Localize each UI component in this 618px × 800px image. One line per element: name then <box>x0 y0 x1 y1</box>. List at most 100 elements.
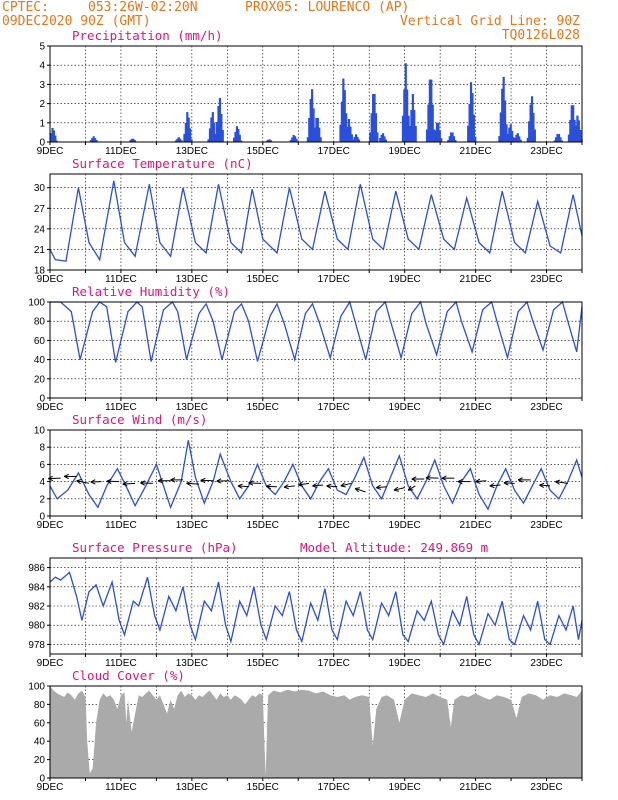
precip-bar <box>130 138 134 142</box>
precip-bar <box>499 112 502 142</box>
precip-bar <box>235 126 239 142</box>
precip-bar <box>425 129 429 142</box>
precip-bar <box>556 134 559 142</box>
precip-bar <box>557 134 561 142</box>
wind-ytick-label: 0 <box>39 512 45 523</box>
precip-ytick-label: 5 <box>39 42 45 53</box>
wind-arrow <box>140 480 153 486</box>
rh-ytick-label: 20 <box>34 374 46 385</box>
precip-bar <box>207 139 210 142</box>
precip-bar <box>349 126 352 142</box>
precip-bar <box>528 121 531 142</box>
cloud-panel: 0 20 40 60 80 100 9DEC 11DEC 13DEC 15DEC 17DEC 19DE… <box>28 682 583 793</box>
header-run-date: 09DEC2020 90Z (GMT) <box>2 14 151 29</box>
rh-xtick-label: 15DEC <box>247 402 279 413</box>
precip-bar <box>381 133 385 142</box>
precip-bar <box>380 134 383 142</box>
wind-ytick-label: 6 <box>39 460 45 471</box>
wind-ytick-label: 8 <box>39 443 45 454</box>
precip-bar <box>220 114 223 142</box>
precip-bar <box>92 136 95 142</box>
precip-bar <box>433 129 436 142</box>
precip-bar <box>452 136 456 142</box>
precip-xtick-label: 15DEC <box>247 146 279 157</box>
wind-arrow <box>297 481 309 487</box>
precip-bar <box>295 138 298 142</box>
precip-bar <box>518 136 521 142</box>
precip-bar <box>501 88 504 142</box>
wind-arrow <box>425 475 439 481</box>
precip-panel: 0 1 2 3 4 5 9DEC 11DEC 13DEC 15DEC 17DEC 19DEC 21DEC… <box>37 42 583 157</box>
wind-xtick-label: 13DEC <box>176 520 208 531</box>
precip-bar <box>91 138 94 142</box>
precip-bar <box>306 137 309 142</box>
wind-arrow <box>283 484 295 490</box>
wind-series <box>49 440 583 511</box>
precip-bar <box>427 104 430 142</box>
precip-bar <box>454 140 457 142</box>
precip-bar <box>414 126 417 142</box>
precip-bar <box>401 115 405 142</box>
precip-bar <box>406 89 409 142</box>
precip-ytick-label: 4 <box>39 61 45 72</box>
temp-xtick-label: 9DEC <box>37 274 64 285</box>
precip-bar <box>308 118 311 142</box>
precip-bar <box>234 131 237 142</box>
precip-xtick-label: 11DEC <box>105 146 137 157</box>
wind-arrow <box>237 483 249 489</box>
precip-bar <box>532 112 535 142</box>
precip-bar <box>221 130 224 142</box>
precip-bar <box>574 125 578 142</box>
precip-bar <box>215 122 219 142</box>
precip-ytick-label: 1 <box>39 118 45 129</box>
precip-bar <box>347 118 351 142</box>
temp-xtick-label: 11DEC <box>105 274 137 285</box>
precip-bar <box>267 139 270 142</box>
wind-xtick-label: 19DEC <box>389 520 421 531</box>
precip-bar <box>469 82 473 142</box>
precip-bar <box>93 138 97 142</box>
wind-arrow <box>411 476 425 482</box>
pres-ytick-label: 980 <box>28 621 45 632</box>
cloud-xtick-label: 17DEC <box>318 782 350 793</box>
pres-xtick-label: 9DEC <box>37 658 64 669</box>
precip-xtick-label: 21DEC <box>459 146 491 157</box>
precip-bar <box>471 93 474 142</box>
temp-ytick-label: 30 <box>34 183 46 194</box>
precip-bar <box>413 110 416 142</box>
rh-xtick-label: 13DEC <box>176 402 208 413</box>
wind-ytick-label: 4 <box>39 477 45 488</box>
cloud-xtick-label: 15DEC <box>247 782 279 793</box>
cloud-ytick-label: 20 <box>34 755 46 766</box>
precip-title: Precipitation (mm/h) <box>72 28 223 43</box>
precip-bar <box>294 136 297 142</box>
precip-bar <box>577 120 580 142</box>
precip-bar <box>450 132 453 142</box>
precip-bar <box>132 138 135 142</box>
precip-bar <box>529 104 532 142</box>
precip-bar <box>238 134 241 142</box>
temp-xtick-label: 19DEC <box>389 274 421 285</box>
precip-bar <box>576 115 579 142</box>
cloud-ytick-label: 80 <box>34 700 46 711</box>
precip-bar <box>434 130 437 142</box>
wind-arrow <box>122 481 136 487</box>
wind-title: Surface Wind (m/s) <box>72 412 207 427</box>
precip-bar <box>89 140 92 142</box>
pres-ytick-label: 984 <box>28 582 45 593</box>
precip-bar <box>233 137 236 142</box>
wind-arrow <box>393 486 405 492</box>
precip-bar <box>311 89 314 142</box>
precip-bar <box>353 136 356 142</box>
precip-bar <box>309 98 312 142</box>
cloud-ytick-label: 100 <box>28 682 45 693</box>
precip-bar <box>511 130 514 142</box>
cloud-title: Cloud Cover (%) <box>72 668 185 683</box>
precip-bar <box>572 105 575 142</box>
rh-xtick-label: 23DEC <box>530 402 562 413</box>
wind-arrow <box>157 478 171 484</box>
precip-bar <box>560 140 563 142</box>
wind-arrow <box>407 485 416 491</box>
precip-bar <box>467 125 470 142</box>
